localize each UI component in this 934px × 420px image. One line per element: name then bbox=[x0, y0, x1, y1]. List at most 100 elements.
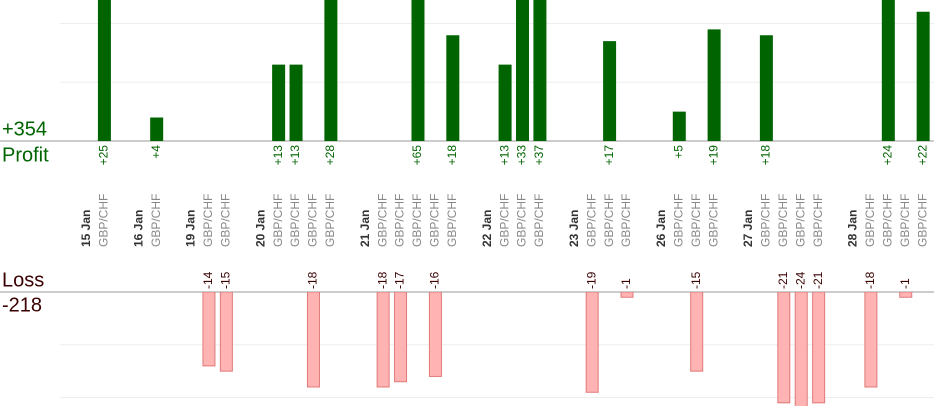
pair-label: GBP/CHF bbox=[393, 194, 407, 247]
profit-bar bbox=[672, 111, 686, 141]
pair-label: GBP/CHF bbox=[689, 194, 703, 247]
loss-bar bbox=[219, 292, 233, 372]
pair-label: GBP/CHF bbox=[201, 194, 215, 247]
loss-bar bbox=[777, 292, 791, 404]
loss-label: Loss bbox=[2, 269, 44, 291]
value-label: -19 bbox=[584, 271, 598, 289]
date-label: 15 Jan bbox=[79, 210, 93, 247]
value-label: -24 bbox=[793, 271, 807, 289]
value-label: +19 bbox=[706, 145, 720, 166]
pair-label: GBP/CHF bbox=[410, 194, 424, 247]
pair-label: GBP/CHF bbox=[375, 194, 389, 247]
pair-label: GBP/CHF bbox=[497, 194, 511, 247]
value-label: +18 bbox=[445, 145, 459, 166]
pair-label: GBP/CHF bbox=[776, 194, 790, 247]
value-label: +13 bbox=[271, 145, 285, 166]
date-label: 22 Jan bbox=[480, 210, 494, 247]
value-label: +24 bbox=[880, 145, 894, 166]
date-label: 28 Jan bbox=[846, 210, 860, 247]
value-label: -16 bbox=[428, 271, 442, 289]
loss-bar bbox=[394, 292, 408, 383]
pair-label: GBP/CHF bbox=[584, 194, 598, 247]
value-label: +25 bbox=[97, 145, 111, 166]
value-label: -1 bbox=[619, 278, 633, 289]
loss-bar bbox=[428, 292, 442, 377]
pair-label: GBP/CHF bbox=[602, 194, 616, 247]
profit-bar bbox=[707, 29, 721, 141]
profit-bar bbox=[272, 64, 286, 141]
value-label: -14 bbox=[201, 271, 215, 289]
value-label: +17 bbox=[602, 145, 616, 166]
value-label: -17 bbox=[393, 271, 407, 289]
value-label: +5 bbox=[671, 145, 685, 159]
loss-bar bbox=[812, 292, 826, 404]
loss-bar bbox=[864, 292, 878, 388]
value-label: +4 bbox=[149, 145, 163, 159]
pair-label: GBP/CHF bbox=[880, 194, 894, 247]
loss-bar bbox=[620, 292, 634, 298]
value-label: -18 bbox=[306, 271, 320, 289]
pair-label: GBP/CHF bbox=[323, 194, 337, 247]
profit-bar bbox=[498, 64, 512, 141]
value-label: +18 bbox=[759, 145, 773, 166]
pair-label: GBP/CHF bbox=[288, 194, 302, 247]
value-label: -1 bbox=[898, 278, 912, 289]
date-label: 19 Jan bbox=[184, 210, 198, 247]
value-label: +65 bbox=[410, 145, 424, 166]
value-label: +13 bbox=[288, 145, 302, 166]
profit-bar bbox=[516, 0, 529, 141]
pair-label: GBP/CHF bbox=[271, 194, 285, 247]
profit-label: Profit bbox=[2, 144, 49, 166]
date-label: 20 Jan bbox=[253, 210, 267, 247]
profit-bar bbox=[759, 35, 773, 141]
loss-bar bbox=[794, 292, 808, 406]
pair-label: GBP/CHF bbox=[428, 194, 442, 247]
date-label: 27 Jan bbox=[741, 210, 755, 247]
profit-bar bbox=[881, 0, 895, 141]
value-label: +37 bbox=[532, 145, 546, 166]
profit-total: +354 bbox=[2, 118, 47, 140]
pair-label: GBP/CHF bbox=[793, 194, 807, 247]
loss-bar bbox=[306, 292, 320, 388]
pair-label: GBP/CHF bbox=[515, 194, 529, 247]
value-label: +22 bbox=[915, 145, 929, 166]
value-label: -15 bbox=[689, 271, 703, 289]
profit-bar bbox=[324, 0, 338, 141]
pair-label: GBP/CHF bbox=[706, 194, 720, 247]
value-label: -18 bbox=[375, 271, 389, 289]
profit-bar bbox=[533, 0, 547, 141]
profit-bar bbox=[150, 117, 164, 141]
pair-label: GBP/CHF bbox=[898, 194, 912, 247]
profit-bar bbox=[97, 0, 111, 141]
profit-bar bbox=[446, 35, 460, 141]
pair-label: GBP/CHF bbox=[811, 194, 825, 247]
pair-label: GBP/CHF bbox=[97, 194, 111, 247]
loss-bar bbox=[690, 292, 704, 372]
pair-label: GBP/CHF bbox=[915, 194, 929, 247]
date-label: 21 Jan bbox=[358, 210, 372, 247]
pair-label: GBP/CHF bbox=[532, 194, 546, 247]
loss-bar bbox=[585, 292, 599, 393]
loss-bar bbox=[376, 292, 390, 388]
value-label: +28 bbox=[323, 145, 337, 166]
pair-label: GBP/CHF bbox=[219, 194, 233, 247]
pair-label: GBP/CHF bbox=[149, 194, 163, 247]
profit-bar bbox=[603, 41, 617, 141]
pair-label: GBP/CHF bbox=[619, 194, 633, 247]
pair-label: GBP/CHF bbox=[306, 194, 320, 247]
date-label: 16 Jan bbox=[131, 210, 145, 247]
value-label: -21 bbox=[776, 271, 790, 289]
loss-bars bbox=[202, 292, 913, 406]
profit-bar bbox=[411, 0, 425, 141]
profit-bar bbox=[916, 11, 930, 141]
pair-label: GBP/CHF bbox=[445, 194, 459, 247]
pair-label: GBP/CHF bbox=[671, 194, 685, 247]
loss-bar bbox=[899, 292, 913, 298]
date-label: 26 Jan bbox=[654, 210, 668, 247]
value-label: +13 bbox=[497, 145, 511, 166]
pair-label: GBP/CHF bbox=[863, 194, 877, 247]
profit-bars bbox=[97, 0, 930, 141]
profit-bar bbox=[289, 64, 303, 141]
loss-total: -218 bbox=[2, 294, 42, 316]
